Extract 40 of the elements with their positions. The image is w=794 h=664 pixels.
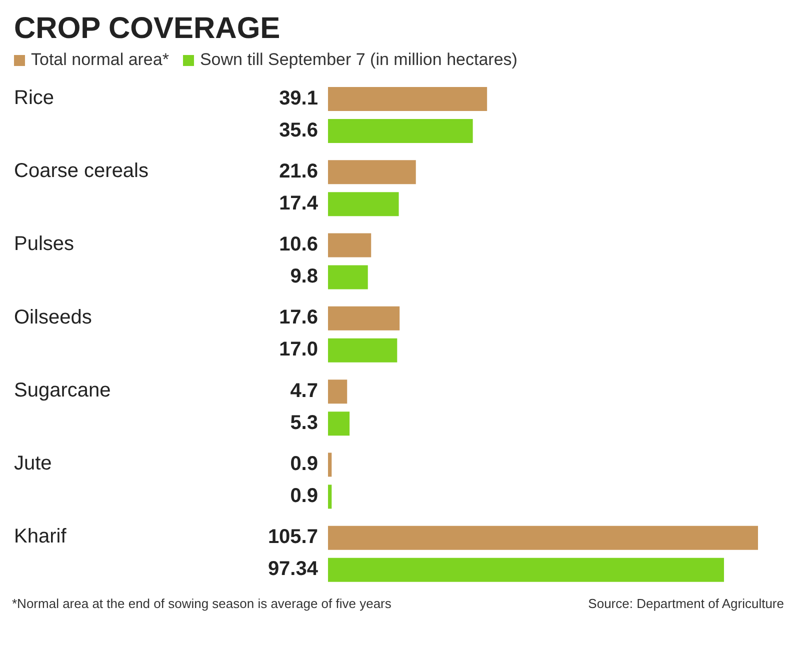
data-label: 0.9 (290, 484, 318, 507)
y-tick-label: Rice (14, 86, 54, 109)
y-tick-label: Pulses (14, 233, 74, 256)
y-tick-label: Coarse cereals (14, 160, 149, 182)
data-label: 4.7 (290, 380, 318, 402)
data-label: 10.6 (279, 234, 318, 256)
data-label: 39.1 (279, 87, 318, 110)
bar (328, 265, 368, 290)
bar (328, 192, 399, 216)
source-note: Source: Department of Agriculture (588, 596, 784, 611)
bar (328, 87, 488, 111)
bar (328, 338, 398, 362)
bar (328, 484, 332, 509)
data-label: 97.34 (268, 558, 319, 580)
bar (328, 452, 332, 477)
bar (328, 160, 416, 184)
bar (328, 119, 473, 143)
y-tick-label: Jute (14, 452, 52, 475)
bar (328, 233, 372, 258)
data-label: 17.0 (279, 338, 318, 361)
bar (328, 526, 758, 550)
data-label: 9.8 (290, 266, 318, 288)
data-label: 17.6 (279, 306, 318, 329)
data-label: 21.6 (279, 160, 318, 182)
text: *Normal area at the end of sowing season is average of five years (12, 596, 392, 611)
data-label: 105.7 (268, 526, 318, 548)
y-tick-label: Kharif (14, 526, 67, 548)
bar (328, 306, 400, 330)
data-label: 17.4 (279, 192, 319, 214)
legend-label: Sown till September 7 (in million hectares) (198, 50, 518, 70)
legend-label: Total normal area* (30, 50, 169, 70)
chart-title: CROP COVERAGE (13, 11, 282, 47)
data-label: 35.6 (279, 119, 318, 142)
bar (328, 412, 350, 436)
y-tick-label: Oilseeds (14, 306, 92, 328)
data-label: 5.3 (290, 412, 318, 434)
y-tick-label: Sugarcane (14, 379, 111, 402)
bar (328, 380, 348, 404)
bar (328, 558, 724, 582)
data-label: 0.9 (290, 452, 318, 475)
